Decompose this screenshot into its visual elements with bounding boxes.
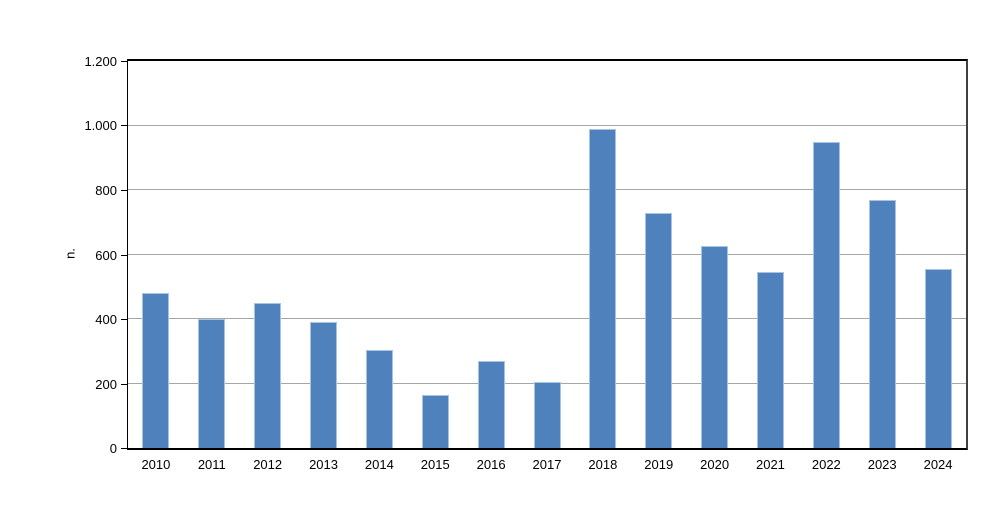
bar-2023 bbox=[868, 199, 896, 448]
x-tick-label-2020: 2020 bbox=[700, 457, 730, 472]
x-tick-label-2015: 2015 bbox=[420, 457, 450, 472]
bar-2022 bbox=[812, 141, 840, 448]
bar-2021 bbox=[756, 272, 784, 448]
bar-2014 bbox=[365, 349, 393, 448]
plot-area bbox=[127, 59, 968, 450]
y-tickmark-600 bbox=[121, 255, 127, 256]
y-tick-label-1000: 1.000 bbox=[84, 118, 117, 133]
x-tick-label-2019: 2019 bbox=[644, 457, 674, 472]
bar-2020 bbox=[701, 246, 729, 448]
gridline-400 bbox=[128, 318, 966, 319]
x-tick-label-2017: 2017 bbox=[532, 457, 562, 472]
y-tick-label-1200: 1.200 bbox=[84, 54, 117, 69]
x-tick-label-2024: 2024 bbox=[923, 457, 953, 472]
x-tick-label-2010: 2010 bbox=[141, 457, 171, 472]
bar-2011 bbox=[198, 319, 226, 448]
x-tick-label-2016: 2016 bbox=[476, 457, 506, 472]
y-tickmark-200 bbox=[121, 384, 127, 385]
y-tickmark-400 bbox=[121, 319, 127, 320]
y-tick-label-0: 0 bbox=[109, 441, 117, 456]
bar-2015 bbox=[421, 394, 449, 448]
gridline-600 bbox=[128, 253, 966, 255]
y-tickmark-1000 bbox=[121, 125, 127, 126]
y-tick-label-400: 400 bbox=[95, 312, 117, 327]
bar-2024 bbox=[924, 269, 952, 448]
x-tick-label-2011: 2011 bbox=[197, 457, 226, 472]
bar-2010 bbox=[142, 293, 170, 448]
y-tickmark-0 bbox=[121, 448, 127, 449]
bar-2019 bbox=[645, 212, 673, 448]
x-tick-label-2012: 2012 bbox=[253, 457, 283, 472]
bar-2018 bbox=[589, 128, 617, 448]
x-tick-label-2021: 2021 bbox=[755, 457, 785, 472]
x-tick-label-2013: 2013 bbox=[309, 457, 338, 472]
gridline-1000 bbox=[128, 124, 966, 126]
x-tick-label-2023: 2023 bbox=[867, 457, 897, 472]
bar-2013 bbox=[310, 322, 338, 448]
bar-2016 bbox=[477, 360, 505, 448]
bar-2017 bbox=[533, 381, 561, 448]
x-tick-label-2022: 2022 bbox=[811, 457, 841, 472]
y-tick-label-800: 800 bbox=[95, 183, 117, 198]
x-tick-label-2014: 2014 bbox=[364, 457, 394, 472]
y-tick-label-200: 200 bbox=[95, 377, 117, 392]
bar-2012 bbox=[254, 302, 282, 448]
gridline-800 bbox=[128, 189, 966, 190]
y-tickmark-1200 bbox=[121, 61, 127, 62]
y-tickmark-800 bbox=[121, 190, 127, 191]
x-tick-label-2018: 2018 bbox=[588, 457, 618, 472]
y-tick-label-600: 600 bbox=[95, 248, 117, 263]
